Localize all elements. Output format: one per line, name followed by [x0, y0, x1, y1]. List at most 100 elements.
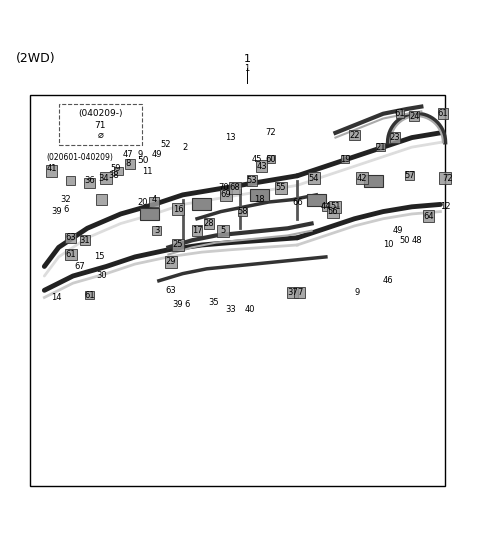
Bar — [287, 286, 299, 299]
Bar — [96, 194, 108, 205]
Text: 6: 6 — [63, 205, 69, 214]
Text: 24: 24 — [409, 112, 420, 121]
Text: 67: 67 — [75, 262, 85, 271]
Bar — [85, 179, 94, 187]
Bar — [409, 111, 420, 121]
Bar — [250, 189, 269, 201]
Text: 20: 20 — [137, 198, 147, 206]
Text: 9: 9 — [137, 150, 143, 159]
Text: 44: 44 — [321, 202, 331, 211]
Bar — [220, 190, 231, 200]
Text: 1: 1 — [244, 54, 251, 63]
Bar — [192, 199, 211, 210]
Bar — [237, 206, 248, 217]
Text: 28: 28 — [204, 219, 214, 228]
Bar — [101, 173, 112, 183]
Bar — [30, 94, 445, 486]
Text: 32: 32 — [60, 195, 71, 204]
Bar — [375, 141, 387, 153]
Bar — [80, 235, 90, 246]
Text: 21: 21 — [375, 142, 386, 152]
Bar — [348, 129, 360, 141]
Text: 61: 61 — [65, 250, 76, 259]
Text: 41: 41 — [46, 164, 57, 173]
Text: 14: 14 — [51, 293, 61, 302]
Text: 57: 57 — [404, 171, 415, 181]
Bar — [309, 173, 319, 183]
Text: 50: 50 — [137, 156, 149, 164]
Text: 39: 39 — [173, 300, 183, 309]
Text: 70: 70 — [218, 183, 228, 192]
Text: 15: 15 — [94, 252, 105, 262]
Text: ⌀: ⌀ — [97, 130, 103, 140]
Bar — [439, 109, 447, 118]
Text: 48: 48 — [411, 236, 422, 245]
Text: 1: 1 — [244, 64, 250, 73]
Text: 9: 9 — [354, 288, 360, 297]
Text: 35: 35 — [208, 298, 219, 307]
Text: 49: 49 — [151, 150, 162, 159]
Bar — [59, 104, 142, 145]
Text: 52: 52 — [161, 140, 171, 149]
Text: 17: 17 — [192, 226, 203, 235]
Text: 53: 53 — [247, 176, 257, 185]
Bar — [328, 206, 338, 217]
Text: 63: 63 — [166, 286, 176, 295]
Bar — [265, 153, 277, 165]
Text: 47: 47 — [122, 150, 133, 159]
Text: 45: 45 — [252, 155, 262, 163]
Text: 61: 61 — [437, 109, 448, 118]
Text: 55: 55 — [276, 183, 286, 192]
Text: 42: 42 — [357, 174, 367, 183]
Bar — [85, 291, 94, 299]
Text: 36: 36 — [84, 176, 95, 185]
Bar — [204, 218, 214, 229]
Bar — [65, 176, 76, 186]
Bar — [364, 174, 383, 187]
Text: 72: 72 — [442, 174, 453, 183]
Text: 38: 38 — [108, 171, 119, 181]
Text: 72: 72 — [266, 128, 276, 137]
Bar — [46, 166, 57, 176]
Text: 5: 5 — [221, 226, 226, 235]
Text: 16: 16 — [173, 205, 183, 214]
Text: 11: 11 — [142, 167, 152, 176]
Text: (020601-040209): (020601-040209) — [47, 153, 114, 162]
Text: 59: 59 — [111, 164, 121, 173]
Bar — [193, 226, 201, 235]
Text: 29: 29 — [166, 257, 176, 266]
Bar — [391, 134, 399, 142]
Text: 25: 25 — [173, 241, 183, 250]
Text: 60: 60 — [266, 155, 276, 163]
Text: 31: 31 — [80, 236, 90, 245]
Text: 3: 3 — [154, 226, 159, 235]
Text: 61: 61 — [395, 109, 405, 118]
Bar — [356, 172, 368, 184]
Bar — [295, 288, 304, 297]
Bar — [330, 201, 341, 212]
Bar — [307, 194, 326, 205]
Text: 13: 13 — [225, 133, 236, 142]
Bar — [247, 176, 257, 186]
Bar — [423, 211, 434, 221]
Text: 66: 66 — [292, 198, 303, 206]
Bar — [140, 208, 159, 220]
Bar — [65, 248, 76, 261]
Text: 7: 7 — [297, 288, 302, 297]
Text: 12: 12 — [440, 202, 450, 211]
Bar — [65, 232, 76, 244]
Bar — [124, 158, 136, 170]
Text: 64: 64 — [423, 212, 434, 221]
Text: 43: 43 — [256, 162, 267, 171]
Bar — [322, 203, 330, 211]
Bar — [114, 167, 122, 176]
Bar — [395, 109, 405, 119]
Bar — [257, 162, 266, 171]
Text: 54: 54 — [309, 174, 319, 183]
Text: 46: 46 — [383, 276, 393, 285]
Bar — [439, 172, 451, 184]
Text: 19: 19 — [340, 155, 350, 163]
Text: 30: 30 — [96, 272, 107, 280]
Text: 39: 39 — [51, 207, 61, 216]
Bar — [152, 226, 161, 235]
